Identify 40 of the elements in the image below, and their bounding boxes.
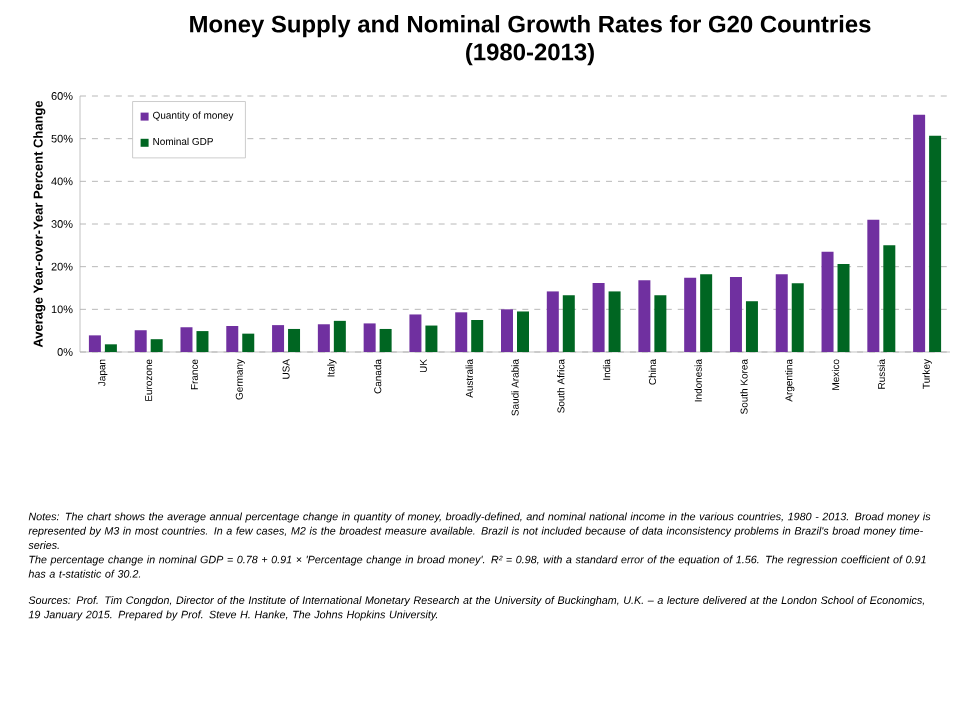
bar bbox=[88, 335, 101, 352]
bar bbox=[745, 301, 758, 352]
bar bbox=[546, 291, 559, 352]
bar bbox=[501, 309, 514, 352]
bar bbox=[791, 283, 804, 352]
bar bbox=[288, 328, 301, 352]
chart-title: Money Supply and Nominal Growth Rates for G20 Countries bbox=[190, 15, 871, 38]
bar bbox=[517, 311, 529, 352]
bar bbox=[196, 331, 209, 352]
bar bbox=[104, 344, 117, 352]
bar bbox=[455, 312, 468, 352]
bar bbox=[363, 323, 376, 352]
bar bbox=[700, 274, 713, 352]
bar bbox=[150, 339, 163, 352]
bar bbox=[226, 325, 239, 352]
bar bbox=[775, 274, 788, 352]
bar bbox=[837, 264, 850, 352]
bar bbox=[471, 320, 484, 352]
bar bbox=[180, 327, 193, 352]
bar bbox=[608, 291, 621, 352]
bar bbox=[333, 320, 346, 352]
bar bbox=[272, 325, 285, 352]
bar bbox=[134, 330, 147, 352]
bar bbox=[317, 324, 330, 352]
bar bbox=[913, 114, 926, 352]
bar bbox=[638, 280, 651, 352]
bar bbox=[425, 325, 438, 352]
bar bbox=[929, 135, 942, 352]
chart-subtitle: (1980-2013) bbox=[466, 42, 594, 66]
bar bbox=[409, 314, 422, 352]
bar bbox=[654, 295, 667, 352]
bar bbox=[684, 277, 697, 352]
bar bbox=[592, 282, 605, 352]
bar bbox=[883, 245, 896, 352]
bar bbox=[729, 276, 742, 352]
bar bbox=[562, 295, 575, 352]
bar bbox=[242, 333, 255, 352]
bar bbox=[867, 219, 880, 352]
bar bbox=[821, 251, 834, 352]
bar bbox=[379, 328, 392, 352]
